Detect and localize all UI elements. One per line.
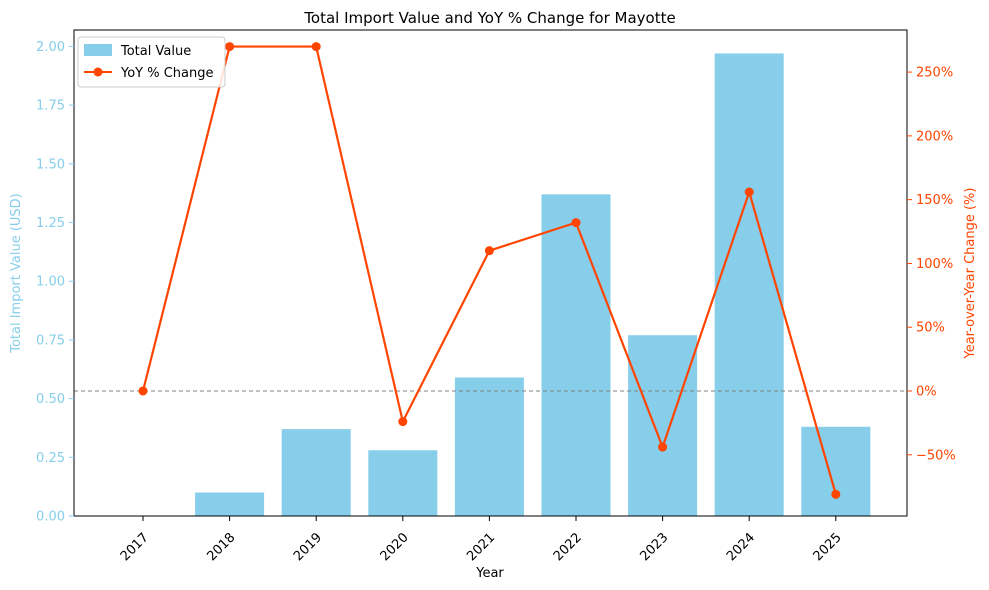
yoy-point-2022 <box>571 218 581 228</box>
bar-2025 <box>801 426 871 516</box>
bar-2024 <box>714 53 784 516</box>
left-axis-ticks: 0.00 0.25 0.50 0.75 1.00 1.25 1.50 1.75 2.00 <box>36 40 74 525</box>
legend: Total Value YoY % Change <box>77 36 226 88</box>
yoy-point-2018 <box>225 42 235 52</box>
bars-layer <box>195 53 871 516</box>
right-tick-label: 150% <box>916 193 953 208</box>
legend-label-yoy-change: YoY % Change <box>120 66 214 81</box>
left-tick-label: 0.25 <box>36 451 65 466</box>
right-tick-label: 200% <box>916 129 953 144</box>
right-tick-label: 50% <box>916 321 945 336</box>
left-axis-label: Total Import Value (USD) <box>9 193 24 354</box>
right-tick-label: 100% <box>916 257 953 272</box>
yoy-point-2023 <box>658 442 668 452</box>
yoy-point-2025 <box>831 489 841 499</box>
legend-label-total-value: Total Value <box>120 44 191 59</box>
x-axis-label: Year <box>475 566 504 581</box>
bar-2018 <box>195 492 265 516</box>
left-tick-label: 0.75 <box>36 333 65 348</box>
bar-2023 <box>628 335 698 516</box>
right-tick-label: 0% <box>916 384 937 399</box>
bar-2019 <box>281 429 351 516</box>
plot-frame <box>73 29 908 517</box>
left-tick-label: 0.50 <box>36 392 65 407</box>
yoy-point-2017 <box>138 386 148 396</box>
left-tick-label: 0.00 <box>36 510 65 525</box>
left-tick-label: 1.50 <box>36 157 65 172</box>
bar-2020 <box>368 450 438 516</box>
legend-swatch-total-value <box>84 44 112 56</box>
legend-swatch-yoy-marker <box>93 67 103 77</box>
right-axis-label: Year-over-Year Change (%) <box>963 188 978 360</box>
legend-frame <box>77 36 226 88</box>
chart-title: Total Import Value and YoY % Change for … <box>303 9 675 27</box>
yoy-line-layer <box>138 42 841 499</box>
yoy-point-2019 <box>311 42 321 52</box>
left-tick-label: 1.00 <box>36 275 65 290</box>
left-tick-label: 2.00 <box>36 40 65 55</box>
right-tick-label: 250% <box>916 66 953 81</box>
yoy-point-2024 <box>744 187 754 197</box>
yoy-point-2020 <box>398 417 408 427</box>
bar-2022 <box>541 194 611 516</box>
right-axis-ticks: −50% 0% 50% 100% 150% 200% 250% <box>907 66 956 463</box>
yoy-point-2021 <box>484 246 494 256</box>
left-tick-label: 1.75 <box>36 99 65 114</box>
left-tick-label: 1.25 <box>36 216 65 231</box>
bar-2021 <box>454 377 524 516</box>
right-tick-label: −50% <box>916 448 956 463</box>
